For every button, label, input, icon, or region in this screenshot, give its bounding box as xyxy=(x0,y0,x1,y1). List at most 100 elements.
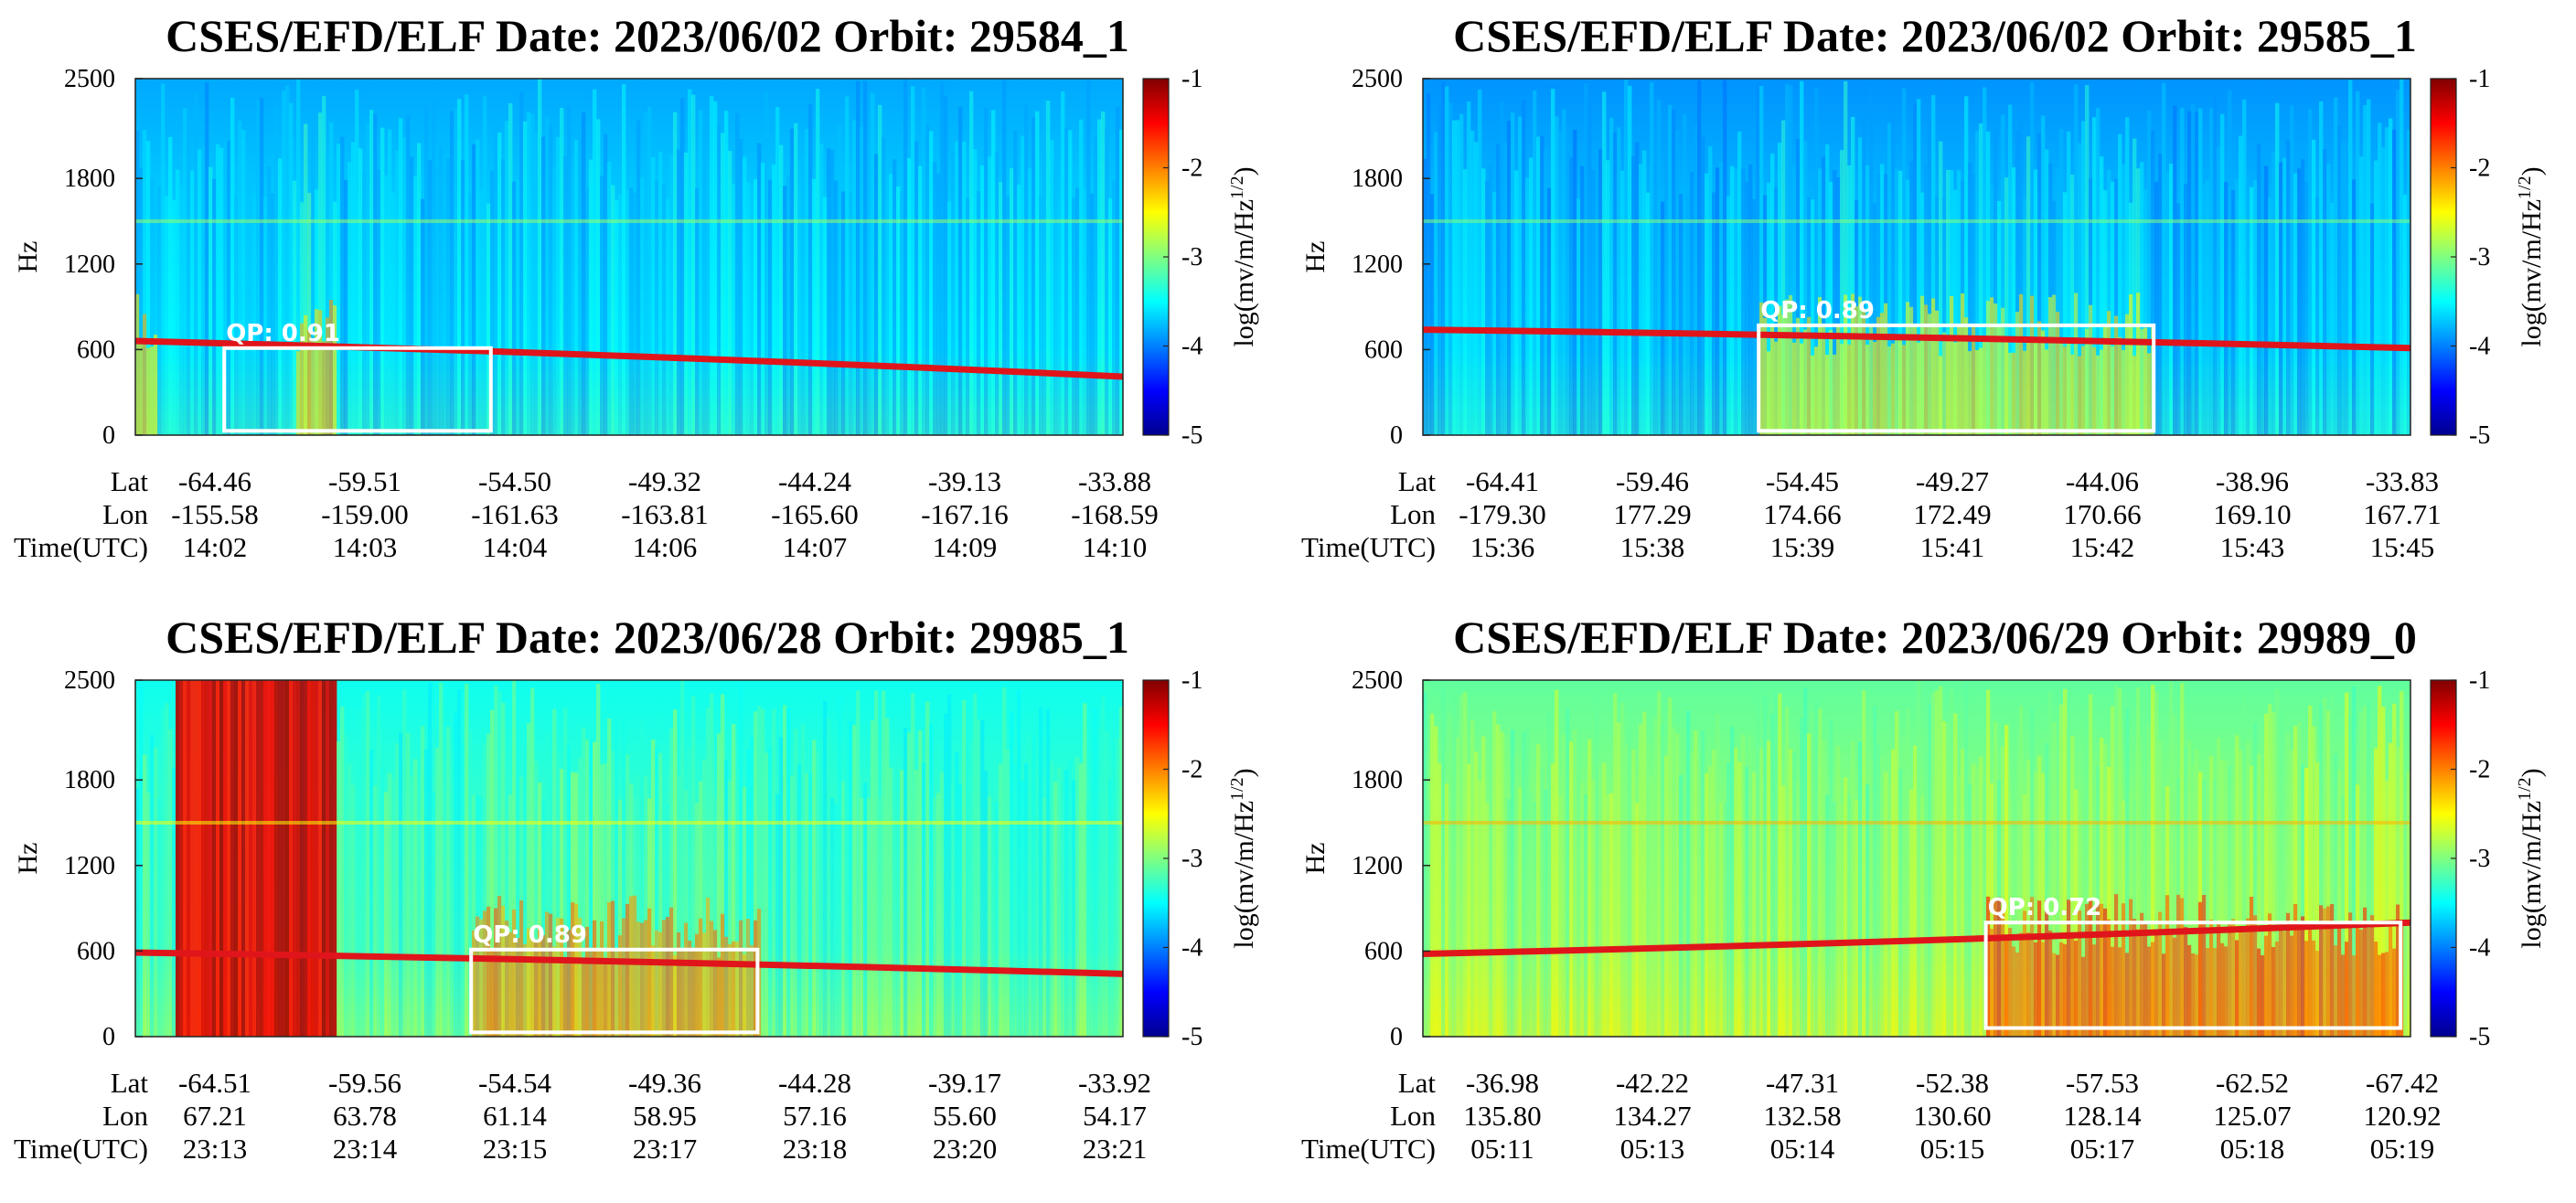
table-cell: 14:04 xyxy=(483,531,548,563)
table-cell: 15:43 xyxy=(2220,531,2285,563)
table-cell: 134.27 xyxy=(1613,1100,1691,1132)
cutoff-frequency-line xyxy=(1423,326,2410,352)
table-cell: 23:13 xyxy=(183,1133,248,1165)
plot-frame xyxy=(1422,679,2411,1038)
table-cell: 15:41 xyxy=(1920,531,1985,563)
table-cell: -62.52 xyxy=(2216,1067,2289,1099)
y-tick-label: 1200 xyxy=(1352,250,1403,279)
table-cell: 15:38 xyxy=(1620,531,1685,563)
table-cell: 55.60 xyxy=(933,1100,997,1132)
table-cell: 57.16 xyxy=(783,1100,847,1132)
table-cell: 05:13 xyxy=(1620,1133,1685,1165)
table-cell: -59.46 xyxy=(1616,465,1689,497)
table-cell: 23:17 xyxy=(633,1133,698,1165)
y-axis-label: Hz xyxy=(13,843,43,875)
colorbar-tick-label: -2 xyxy=(2469,756,2490,784)
colorbar-tick-label: -3 xyxy=(1181,243,1202,271)
qp-label: QP: 0.89 xyxy=(1760,297,1875,325)
table-cell: 05:11 xyxy=(1470,1133,1534,1165)
y-tick-label: 1200 xyxy=(1352,852,1403,880)
table-cell: -47.31 xyxy=(1766,1067,1839,1099)
table-cell: 58.95 xyxy=(633,1100,697,1132)
table-cell: 54.17 xyxy=(1083,1100,1147,1132)
y-tick-label: 2500 xyxy=(1352,65,1403,93)
table-cell: -155.58 xyxy=(171,498,259,530)
y-tick-label: 1800 xyxy=(64,766,115,794)
table-cell: -161.63 xyxy=(471,498,559,530)
table-cell: -167.16 xyxy=(921,498,1009,530)
table-cell: 05:19 xyxy=(2370,1133,2435,1165)
table-cell: 125.07 xyxy=(2213,1100,2291,1132)
colorbar-label: log(mv/m/Hz1/2) xyxy=(1227,166,1259,346)
colorbar-tick-label: -1 xyxy=(1181,666,1202,695)
plot-frame xyxy=(134,679,1124,1038)
table-cell: 23:14 xyxy=(333,1133,398,1165)
table-cell: -38.96 xyxy=(2216,465,2289,497)
table-cell: -159.00 xyxy=(321,498,409,530)
row-label: Time(UTC) xyxy=(1301,531,1436,563)
row-label: Time(UTC) xyxy=(14,531,148,563)
row-label: Lat xyxy=(111,465,149,497)
table-cell: 23:18 xyxy=(783,1133,848,1165)
qp-box xyxy=(1983,921,2403,1030)
table-cell: 177.29 xyxy=(1613,498,1691,530)
y-tick-label: 2500 xyxy=(64,65,115,93)
colorbar-tick-label: -5 xyxy=(1181,1023,1202,1051)
colorbar-label: log(mv/m/Hz1/2) xyxy=(2515,166,2547,346)
spectrogram-panel-4: CSES/EFD/ELF Date: 2023/06/29 Orbit: 299… xyxy=(1288,602,2575,1203)
y-tick-label: 600 xyxy=(1364,937,1403,965)
table-cell: 15:45 xyxy=(2370,531,2435,563)
table-cell: -39.17 xyxy=(928,1067,1001,1099)
table-cell: 23:15 xyxy=(483,1133,548,1165)
table-cell: -54.45 xyxy=(1766,465,1839,497)
table-cell: -165.60 xyxy=(771,498,859,530)
table-cell: 05:15 xyxy=(1920,1133,1985,1165)
spectrogram-image xyxy=(1423,680,2410,1037)
table-cell: -39.13 xyxy=(928,465,1001,497)
table-cell: -59.56 xyxy=(328,1067,401,1099)
colorbar-tick-label: -4 xyxy=(1181,333,1202,361)
table-cell: -64.41 xyxy=(1466,465,1539,497)
table-cell: -44.28 xyxy=(778,1067,851,1099)
spectrogram-chart-1: CSES/EFD/ELF Date: 2023/06/02 Orbit: 295… xyxy=(13,10,1259,563)
spectrogram-chart-2: CSES/EFD/ELF Date: 2023/06/02 Orbit: 295… xyxy=(1300,10,2547,563)
table-cell: 23:20 xyxy=(933,1133,998,1165)
spectrogram-chart-3: CSES/EFD/ELF Date: 2023/06/28 Orbit: 299… xyxy=(13,612,1259,1165)
y-axis-label: Hz xyxy=(1300,241,1331,273)
table-cell: -44.24 xyxy=(778,465,852,497)
table-cell: 15:42 xyxy=(2070,531,2135,563)
row-label: Lat xyxy=(1398,465,1437,497)
y-tick-label: 1200 xyxy=(64,852,115,880)
y-tick-label: 2500 xyxy=(1352,666,1403,695)
spectrogram-panel-2: CSES/EFD/ELF Date: 2023/06/02 Orbit: 295… xyxy=(1288,0,2575,602)
table-cell: 169.10 xyxy=(2213,498,2291,530)
table-cell: 05:18 xyxy=(2220,1133,2285,1165)
spectrogram-image xyxy=(135,79,1123,435)
row-label: Lat xyxy=(111,1067,149,1099)
row-label: Lon xyxy=(102,498,148,530)
table-cell: 167.71 xyxy=(2363,498,2441,530)
y-tick-label: 600 xyxy=(1364,335,1403,364)
table-cell: -33.88 xyxy=(1078,465,1151,497)
colorbar-tick-label: -3 xyxy=(1181,845,1202,873)
table-cell: -163.81 xyxy=(621,498,709,530)
spectrogram-panel-3: CSES/EFD/ELF Date: 2023/06/28 Orbit: 299… xyxy=(0,602,1288,1203)
colorbar-tick-label: -2 xyxy=(2469,154,2490,183)
table-cell: -52.38 xyxy=(1916,1067,1989,1099)
colorbar-tick-label: -1 xyxy=(2469,666,2490,695)
colorbar-tick-label: -1 xyxy=(2469,65,2490,93)
y-tick-label: 0 xyxy=(1390,421,1403,450)
chart-title: CSES/EFD/ELF Date: 2023/06/02 Orbit: 295… xyxy=(1453,10,2417,61)
y-tick-label: 2500 xyxy=(64,666,115,695)
y-tick-label: 0 xyxy=(102,421,115,450)
table-cell: 120.92 xyxy=(2363,1100,2441,1132)
table-cell: -49.27 xyxy=(1916,465,1989,497)
table-cell: 172.49 xyxy=(1913,498,1991,530)
row-label: Time(UTC) xyxy=(1301,1133,1436,1165)
cutoff-frequency-line xyxy=(135,337,1123,380)
colorbar-tick-label: -5 xyxy=(1181,421,1202,450)
spectrogram-panel-1: CSES/EFD/ELF Date: 2023/06/02 Orbit: 295… xyxy=(0,0,1288,602)
table-cell: -64.46 xyxy=(178,465,251,497)
table-cell: -57.53 xyxy=(2066,1067,2139,1099)
qp-box xyxy=(1757,323,2156,433)
